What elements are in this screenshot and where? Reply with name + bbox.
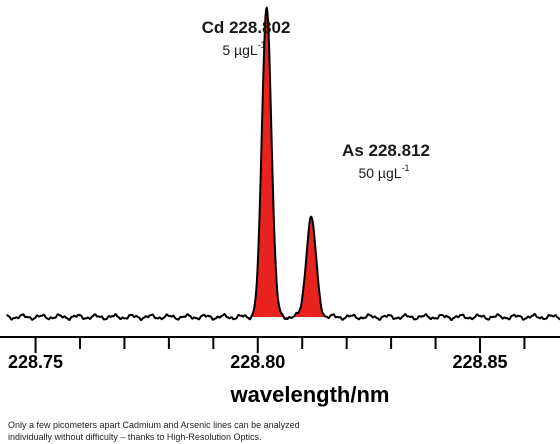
as-peak-label: As 228.812: [342, 141, 430, 160]
cd-concentration-label: 5 µgL-1: [222, 40, 265, 58]
as-peak-fill: [287, 216, 331, 320]
peak-fills: [247, 7, 331, 320]
cd-peak-label: Cd 228.802: [202, 18, 291, 37]
x-tick-label: 228.80: [230, 352, 285, 372]
cd-peak-fill: [247, 7, 288, 320]
spectrum-chart: 228.75 228.80 228.85 Cd 228.802 5 µgL-1 As…: [0, 6, 560, 407]
x-axis-ticks: 228.75 228.80 228.85: [8, 337, 526, 372]
caption-line-2: individually without difficulty – thanks…: [8, 432, 262, 442]
figure-caption: Only a few picometers apart Cadmium and …: [8, 419, 560, 443]
x-axis-label: wavelength/nm: [230, 382, 390, 407]
x-tick-label: 228.85: [452, 352, 507, 372]
as-concentration-label: 50 µgL-1: [358, 163, 409, 181]
spectrum-line: [6, 6, 560, 322]
x-tick-label: 228.75: [8, 352, 63, 372]
caption-line-1: Only a few picometers apart Cadmium and …: [8, 420, 300, 430]
